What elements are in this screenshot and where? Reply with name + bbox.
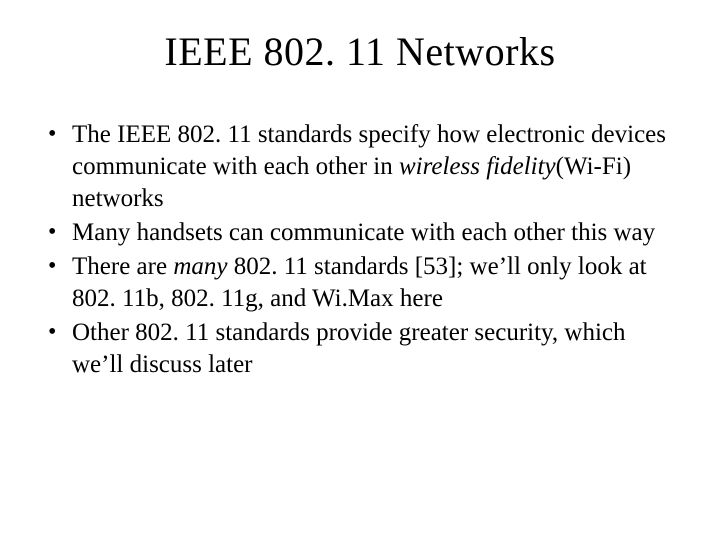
bullet-text-pre: Many handsets can communicate with each …	[72, 219, 655, 246]
list-item: There are many 802. 11 standards [53]; w…	[42, 251, 682, 315]
slide-title: IEEE 802. 11 Networks	[38, 28, 682, 75]
list-item: The IEEE 802. 11 standards specify how e…	[42, 119, 682, 215]
bullet-text-em: wireless fidelity	[399, 153, 556, 180]
slide: IEEE 802. 11 Networks The IEEE 802. 11 s…	[0, 0, 720, 540]
bullet-text-pre: There are	[72, 253, 173, 280]
list-item: Other 802. 11 standards provide greater …	[42, 317, 682, 381]
list-item: Many handsets can communicate with each …	[42, 217, 682, 249]
bullet-text-pre: Other 802. 11 standards provide greater …	[72, 319, 626, 378]
bullet-text-em: many	[173, 253, 227, 280]
bullet-list: The IEEE 802. 11 standards specify how e…	[42, 119, 682, 381]
